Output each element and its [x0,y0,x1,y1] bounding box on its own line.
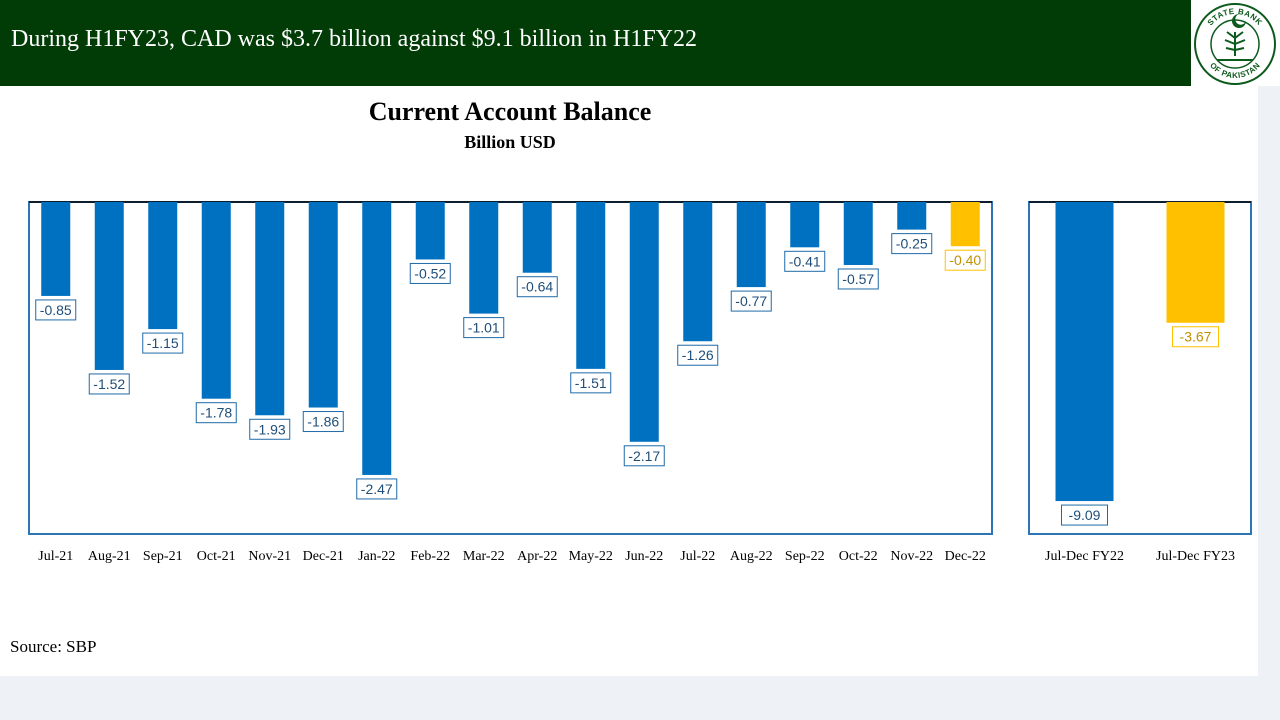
data-label: -0.41 [789,253,821,269]
bar [897,202,927,230]
data-label-box [944,249,986,271]
bar [683,202,713,342]
category-tick-label: Jul-21 [38,549,73,564]
bar [255,202,285,416]
data-label: -1.93 [254,421,286,437]
category-tick-label: Nov-22 [890,549,933,564]
data-label: -1.26 [682,347,714,363]
category-tick-label: Mar-22 [463,549,505,564]
bar [576,202,606,369]
data-label-box [88,373,130,395]
data-label-box [730,290,772,312]
category-tick-label: Jul-22 [680,549,715,564]
category-tick-label: Oct-21 [197,549,236,564]
chart-subtitle: Billion USD [464,132,556,152]
data-label: -1.52 [93,376,125,392]
data-label: -0.40 [949,252,981,268]
category-tick-label: Dec-21 [303,549,344,564]
category-tick-label: Nov-21 [248,549,291,564]
data-label-box [891,233,933,255]
category-tick-label: Jan-22 [358,549,395,564]
data-label-box [623,445,665,467]
data-label-box [677,344,719,366]
category-tick-label: Jul-Dec FY22 [1045,549,1124,564]
data-label: -0.85 [40,302,72,318]
bar [1055,202,1114,502]
data-label-box [1172,326,1219,348]
data-label-box [142,332,184,354]
data-label: -1.86 [307,414,339,430]
data-label-box [837,268,879,290]
data-label-box [302,411,344,433]
category-tick-label: Jun-22 [625,549,663,564]
bar [629,202,659,442]
category-tick-label: Aug-21 [88,549,131,564]
bar [843,202,873,265]
data-label: -0.52 [414,265,446,281]
bar [522,202,552,273]
state-bank-logo: STATE BANK OF PAKISTAN [1191,0,1280,86]
logo-emblem-icon: STATE BANK OF PAKISTAN [1194,3,1276,85]
data-label-box [516,276,558,298]
data-label: -1.51 [575,375,607,391]
category-tick-label: Apr-22 [517,549,557,564]
source-note: Source: SBP [10,637,97,656]
data-label-box [195,402,237,424]
chart-title: Current Account Balance [368,97,652,126]
category-tick-label: Dec-22 [945,549,986,564]
data-label-box [1061,504,1108,526]
bar [736,202,766,288]
category-tick-label: May-22 [569,549,613,564]
category-tick-label: Aug-22 [730,549,773,564]
data-label: -1.01 [468,320,500,336]
slide-title: During H1FY23, CAD was $3.7 billion agai… [11,26,698,52]
bar [201,202,231,399]
data-label: -0.64 [521,279,553,295]
data-label: -2.17 [628,448,660,464]
data-label-box [356,478,398,500]
bar [469,202,499,314]
category-tick-label: Feb-22 [410,549,450,564]
bar [415,202,445,260]
data-label: -1.15 [147,335,179,351]
bar [790,202,820,248]
data-label: -0.25 [896,236,928,252]
data-label: -0.77 [735,293,767,309]
category-tick-label: Sep-22 [785,549,825,564]
category-tick-label: Sep-21 [143,549,183,564]
bar [41,202,71,296]
bar [94,202,124,370]
data-label: -2.47 [361,481,393,497]
right-edge-band [1258,86,1280,720]
data-label: -9.09 [1069,507,1101,523]
data-label-box [570,372,612,394]
data-label: -3.67 [1180,329,1212,345]
category-tick-label: Oct-22 [839,549,878,564]
footer-band [0,676,1280,720]
bar [950,202,980,247]
data-label-box [784,250,826,272]
data-label-box [409,262,451,284]
header-bar: During H1FY23, CAD was $3.7 billion agai… [0,0,1280,86]
bar [1166,202,1225,323]
data-label-box [35,299,77,321]
bar [148,202,178,330]
data-label: -1.78 [200,405,232,421]
data-label-box [463,317,505,339]
bar [362,202,392,475]
category-tick-label: Jul-Dec FY23 [1156,549,1235,564]
bar [308,202,338,408]
data-label-box [249,418,291,440]
data-label: -0.57 [842,271,874,287]
